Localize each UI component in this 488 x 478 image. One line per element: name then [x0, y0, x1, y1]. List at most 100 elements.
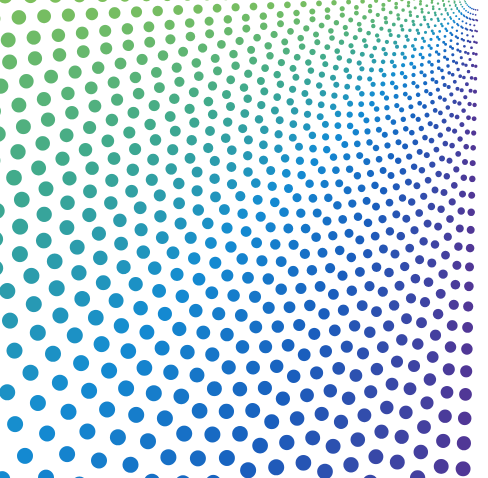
dot: [348, 43, 354, 49]
dot: [438, 409, 452, 423]
dot: [280, 154, 290, 163]
dot: [387, 28, 392, 33]
dot: [275, 116, 284, 125]
dot: [319, 345, 332, 358]
dot: [443, 173, 451, 180]
dot: [443, 232, 452, 241]
dot: [464, 262, 475, 272]
dot: [376, 341, 389, 353]
dot: [431, 5, 435, 8]
dot: [371, 181, 379, 190]
dot: [450, 33, 454, 36]
dot: [366, 169, 375, 178]
dot: [205, 126, 215, 136]
dot: [345, 165, 354, 173]
dot: [52, 307, 69, 324]
dot: [122, 39, 135, 52]
dot: [170, 267, 184, 281]
dot: [465, 22, 468, 25]
dot: [438, 7, 441, 11]
dot: [364, 385, 378, 399]
dot: [407, 359, 421, 373]
dot: [316, 0, 322, 7]
dot: [450, 182, 458, 189]
dot: [457, 411, 472, 426]
dot: [204, 16, 214, 26]
dot: [341, 391, 356, 406]
dot: [457, 207, 465, 215]
dot: [130, 6, 143, 18]
dot: [374, 0, 379, 3]
dot: [450, 8, 453, 11]
dot: [243, 135, 253, 145]
dot: [385, 227, 395, 236]
dot: [155, 231, 169, 244]
dot: [247, 45, 256, 54]
dot: [60, 195, 75, 210]
dot: [348, 17, 354, 23]
dot: [192, 204, 205, 216]
dot: [229, 49, 238, 59]
dot: [261, 64, 269, 72]
dot: [283, 223, 294, 234]
dot: [469, 18, 472, 21]
dot: [358, 101, 365, 108]
dot: [192, 272, 206, 286]
dot: [388, 300, 400, 311]
dot: [99, 24, 112, 37]
dot: [315, 82, 323, 89]
dot: [153, 82, 165, 94]
dot: [451, 26, 454, 29]
dot: [164, 0, 171, 2]
dot: [173, 388, 190, 405]
dot: [342, 24, 348, 31]
dot: [470, 46, 473, 50]
dot: [59, 446, 76, 463]
dot: [240, 226, 252, 237]
dot: [424, 89, 429, 94]
dot: [406, 0, 411, 5]
dot: [449, 31, 452, 35]
dot: [267, 181, 277, 191]
dot: [403, 44, 407, 49]
dot: [434, 80, 439, 84]
dot: [407, 198, 416, 206]
dot: [409, 129, 415, 136]
dot: [220, 133, 231, 143]
dot: [128, 277, 143, 292]
dot: [175, 289, 190, 304]
dot: [321, 133, 330, 141]
dot: [346, 58, 352, 64]
dot: [274, 144, 283, 153]
dot: [470, 145, 477, 151]
dot: [11, 246, 28, 263]
dot: [221, 222, 233, 234]
dot: [472, 19, 475, 22]
dot: [410, 226, 419, 235]
dot: [463, 8, 465, 10]
dot: [37, 9, 51, 24]
dot: [464, 63, 468, 67]
dot: [442, 2, 446, 6]
dot: [403, 382, 417, 396]
dot: [463, 143, 469, 150]
dot: [452, 128, 458, 134]
dot: [251, 237, 263, 249]
dot: [370, 81, 376, 87]
dot: [322, 145, 331, 154]
dot: [424, 176, 432, 184]
dot: [473, 40, 476, 44]
dot: [418, 52, 423, 57]
dot: [353, 140, 361, 148]
dot: [460, 174, 468, 181]
dot: [429, 329, 442, 341]
dot: [438, 30, 442, 33]
dot: [83, 120, 97, 135]
dot: [226, 145, 237, 156]
dot: [295, 142, 303, 151]
dot: [329, 35, 335, 41]
dot: [406, 153, 413, 160]
dot: [303, 123, 311, 131]
dot: [361, 38, 367, 43]
dot: [357, 27, 363, 33]
